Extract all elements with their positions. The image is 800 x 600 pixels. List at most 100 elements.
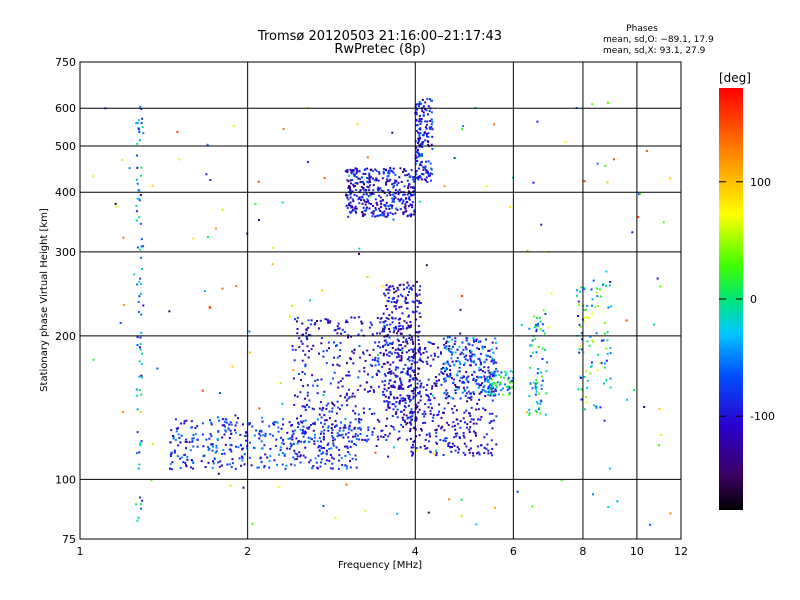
data-point <box>288 447 291 450</box>
data-point <box>365 192 368 195</box>
data-point <box>398 402 401 405</box>
data-point <box>479 352 482 355</box>
data-point <box>383 393 386 396</box>
data-point <box>381 212 384 215</box>
data-point <box>135 204 138 207</box>
data-point <box>346 447 349 450</box>
data-point <box>397 191 400 194</box>
data-point <box>368 202 371 205</box>
data-point <box>386 361 389 364</box>
data-point <box>322 350 325 353</box>
data-point <box>463 363 465 366</box>
data-point <box>424 347 427 349</box>
data-point <box>361 215 364 218</box>
data-point <box>386 194 389 197</box>
data-point <box>194 427 197 429</box>
data-point <box>306 426 309 429</box>
data-point <box>286 431 289 434</box>
data-point <box>481 388 484 391</box>
data-point <box>140 393 143 396</box>
data-point <box>169 453 172 456</box>
data-point <box>323 438 325 441</box>
data-point <box>294 458 297 461</box>
data-point <box>351 392 354 395</box>
data-point <box>269 447 272 450</box>
data-point <box>427 511 430 514</box>
data-point <box>355 170 358 173</box>
data-point <box>204 466 207 468</box>
data-point <box>604 321 607 324</box>
data-point <box>528 327 531 330</box>
data-point <box>377 179 380 182</box>
data-point <box>373 412 376 415</box>
data-point <box>579 375 582 378</box>
data-point <box>139 496 141 499</box>
data-point <box>230 450 233 453</box>
data-point <box>454 340 457 343</box>
data-point <box>480 368 482 371</box>
data-point <box>408 190 410 193</box>
data-point <box>331 435 334 438</box>
data-point <box>466 337 469 340</box>
data-point <box>577 315 579 317</box>
data-point <box>397 330 400 333</box>
data-point <box>391 343 394 345</box>
data-point <box>426 120 429 123</box>
data-point <box>605 285 607 287</box>
data-point <box>410 286 413 289</box>
data-point <box>591 298 594 301</box>
data-point <box>391 183 394 186</box>
data-point <box>415 331 418 334</box>
data-point <box>408 394 411 397</box>
data-point <box>317 467 319 470</box>
data-point <box>410 450 413 453</box>
data-point <box>336 356 339 359</box>
data-point <box>456 386 459 388</box>
data-point <box>260 430 263 433</box>
data-point <box>289 442 292 445</box>
data-point <box>598 288 601 291</box>
data-point <box>391 213 394 216</box>
data-point <box>418 120 421 123</box>
data-point <box>471 373 474 376</box>
data-point <box>403 409 406 412</box>
data-point <box>442 372 445 375</box>
data-point <box>445 393 448 396</box>
data-point <box>537 345 540 348</box>
data-point <box>485 391 488 393</box>
data-point <box>359 189 362 192</box>
data-point <box>411 194 414 197</box>
data-point <box>408 398 411 400</box>
data-point <box>406 417 409 420</box>
data-point <box>140 507 142 510</box>
data-point <box>381 429 384 432</box>
data-point <box>592 493 594 496</box>
data-point <box>411 443 414 446</box>
data-point <box>401 202 404 205</box>
data-point <box>491 382 494 385</box>
colorbar-tick-label: 0 <box>750 293 757 306</box>
data-point <box>349 460 351 463</box>
data-point <box>427 105 430 108</box>
data-point <box>322 355 325 358</box>
data-point <box>406 281 409 284</box>
data-point <box>413 369 416 372</box>
data-point <box>392 403 395 406</box>
data-point <box>338 355 341 358</box>
data-point <box>444 440 447 443</box>
data-point <box>240 455 243 458</box>
data-point <box>289 437 292 440</box>
data-point <box>459 426 462 429</box>
data-point <box>422 361 424 363</box>
data-point <box>408 356 410 359</box>
data-point <box>484 395 487 397</box>
data-point <box>301 421 304 424</box>
data-point <box>363 411 365 414</box>
data-point <box>395 301 398 304</box>
data-point <box>398 387 401 390</box>
data-point <box>416 103 419 106</box>
data-point <box>485 358 488 361</box>
data-point <box>301 432 304 435</box>
data-point <box>191 437 194 440</box>
data-point <box>384 339 387 342</box>
